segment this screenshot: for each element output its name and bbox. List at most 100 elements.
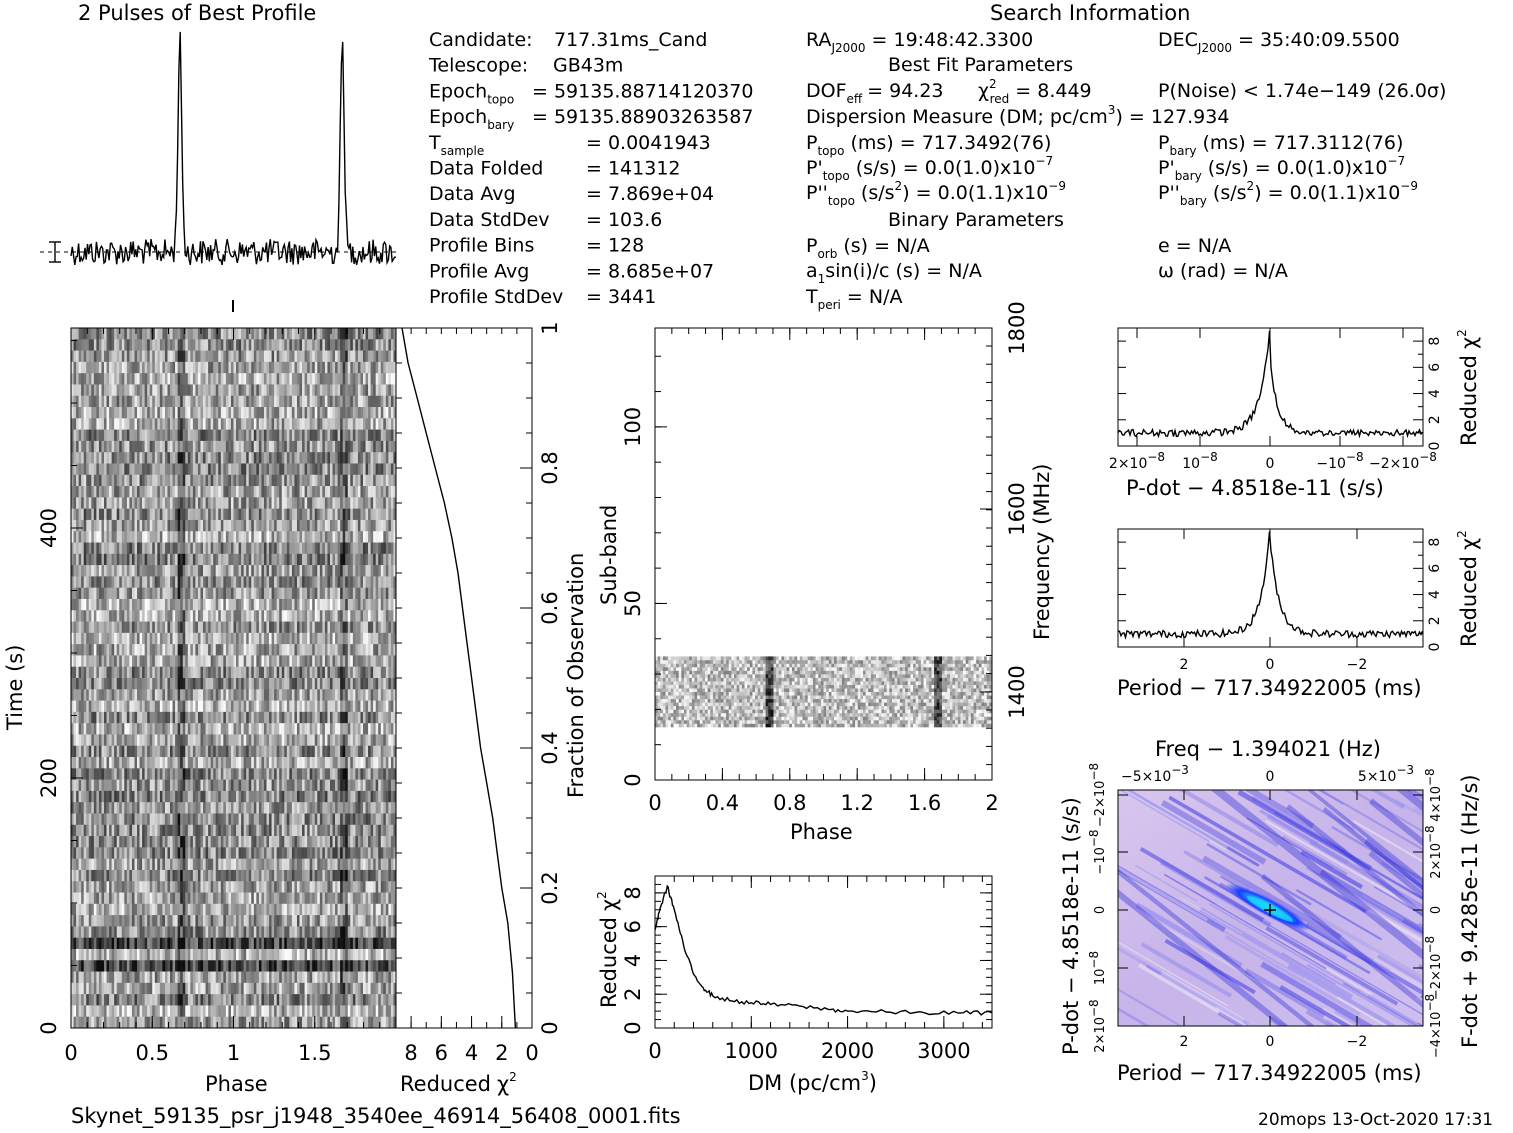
heatmap-cell bbox=[228, 576, 232, 588]
heatmap-cell bbox=[228, 723, 232, 735]
heatmap-cell bbox=[225, 587, 229, 600]
heatmap-cell bbox=[385, 440, 389, 453]
heatmap-cell bbox=[111, 508, 115, 521]
heatmap-cell bbox=[253, 745, 257, 758]
heatmap-cell bbox=[324, 384, 328, 397]
heatmap-cell bbox=[223, 429, 227, 442]
heatmap-cell bbox=[187, 407, 191, 419]
heatmap-cell bbox=[210, 531, 214, 543]
heatmap-cell bbox=[175, 723, 178, 735]
heatmap-cell bbox=[233, 497, 237, 509]
heatmap-cell bbox=[279, 395, 283, 408]
heatmap-cell bbox=[175, 610, 178, 622]
heatmap-cell bbox=[159, 542, 163, 555]
heatmap-cell bbox=[185, 361, 189, 374]
heatmap-cell bbox=[258, 576, 262, 588]
heatmap-cell bbox=[309, 440, 313, 453]
heatmap-cell bbox=[96, 474, 100, 487]
heatmap-cell bbox=[263, 350, 267, 363]
heatmap-cell bbox=[360, 587, 364, 600]
heatmap-cell bbox=[76, 666, 79, 679]
heatmap-cell bbox=[119, 373, 123, 385]
heatmap-cell bbox=[360, 407, 364, 419]
heatmap-cell bbox=[352, 678, 356, 690]
heatmap-cell bbox=[238, 429, 242, 442]
heatmap-cell bbox=[129, 373, 133, 385]
heatmap-cell bbox=[218, 328, 222, 340]
heatmap-cell bbox=[197, 542, 201, 555]
heatmap-cell bbox=[322, 542, 326, 555]
heatmap-cell bbox=[98, 587, 102, 600]
heatmap-cell bbox=[71, 610, 74, 622]
heatmap-cell bbox=[304, 418, 308, 430]
heatmap-cell bbox=[76, 463, 79, 476]
heatmap-cell bbox=[248, 723, 252, 735]
heatmap-cell bbox=[337, 734, 341, 747]
heatmap-cell bbox=[385, 655, 389, 668]
heatmap-cell bbox=[378, 339, 382, 351]
heatmap-cell bbox=[137, 429, 140, 442]
porb-value: (s) = N/A bbox=[843, 235, 929, 257]
heatmap-cell bbox=[197, 395, 201, 408]
heatmap-cell bbox=[210, 429, 214, 442]
heatmap-cell bbox=[289, 373, 293, 385]
heatmap-cell bbox=[309, 452, 313, 464]
heatmap-cell bbox=[352, 395, 356, 408]
heatmap-cell bbox=[312, 350, 316, 363]
heatmap-cell bbox=[230, 711, 234, 724]
heatmap-cell bbox=[106, 711, 110, 724]
heatmap-cell bbox=[124, 644, 128, 656]
heatmap-cell bbox=[274, 723, 277, 735]
heatmap-cell bbox=[350, 700, 354, 713]
heatmap-cell bbox=[309, 339, 313, 351]
heatmap-cell bbox=[256, 689, 260, 701]
heatmap-cell bbox=[329, 463, 333, 476]
heatmap-cell bbox=[200, 565, 204, 577]
heatmap-cell bbox=[373, 621, 376, 634]
chi-symbol: χ bbox=[978, 80, 989, 102]
heatmap-cell bbox=[243, 666, 247, 679]
heatmap-cell bbox=[129, 361, 133, 374]
heatmap-cell bbox=[134, 497, 138, 509]
heatmap-cell bbox=[383, 350, 387, 363]
heatmap-cell bbox=[167, 711, 171, 724]
heatmap-cell bbox=[263, 610, 267, 622]
heatmap-cell bbox=[101, 610, 105, 622]
heatmap-cell bbox=[71, 418, 74, 430]
heatmap-cell bbox=[157, 418, 161, 430]
heatmap-cell bbox=[190, 576, 194, 588]
heatmap-cell bbox=[362, 395, 366, 408]
heatmap-cell bbox=[352, 407, 356, 419]
heatmap-cell bbox=[289, 576, 293, 588]
heatmap-cell bbox=[175, 474, 178, 487]
heatmap-cell bbox=[365, 474, 369, 487]
heatmap-cell bbox=[342, 621, 346, 634]
heatmap-cell bbox=[81, 734, 84, 747]
heatmap-cell bbox=[142, 373, 145, 385]
heatmap-cell bbox=[139, 689, 143, 701]
heatmap-cell bbox=[137, 508, 140, 521]
heatmap-cell bbox=[177, 598, 181, 611]
heatmap-cell bbox=[365, 339, 369, 351]
heatmap-cell bbox=[180, 621, 184, 634]
heatmap-cell bbox=[76, 519, 79, 532]
heatmap-cell bbox=[350, 508, 354, 521]
heatmap-cell bbox=[126, 373, 130, 385]
heatmap-cell bbox=[223, 644, 227, 656]
heatmap-cell bbox=[215, 531, 219, 543]
heatmap-cell bbox=[243, 553, 247, 566]
heatmap-cell bbox=[236, 689, 239, 701]
heatmap-cell bbox=[322, 678, 326, 690]
heatmap-cell bbox=[362, 542, 366, 555]
heatmap-cell bbox=[373, 644, 376, 656]
heatmap-cell bbox=[329, 407, 333, 419]
heatmap-cell bbox=[124, 734, 128, 747]
heatmap-cell bbox=[121, 576, 125, 588]
heatmap-cell bbox=[126, 339, 130, 351]
heatmap-cell bbox=[144, 678, 148, 690]
heatmap-cell bbox=[375, 440, 379, 453]
heatmap-cell bbox=[309, 429, 313, 442]
heatmap-cell bbox=[243, 463, 247, 476]
heatmap-cell bbox=[390, 531, 394, 543]
heatmap-cell bbox=[93, 576, 97, 588]
